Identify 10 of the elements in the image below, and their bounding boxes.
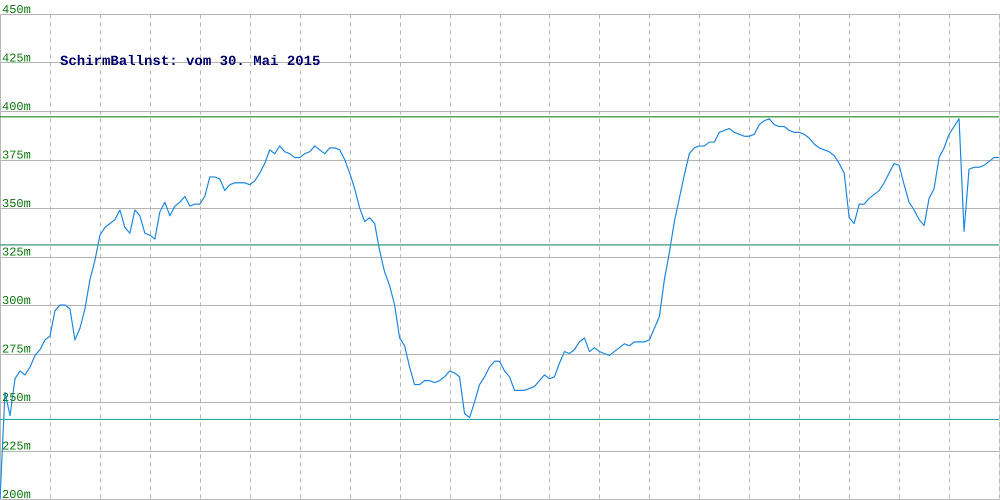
y-tick-label: 300m — [2, 294, 31, 308]
y-tick-label: 400m — [2, 100, 31, 114]
y-tick-label: 375m — [2, 148, 31, 162]
y-tick-label: 275m — [2, 342, 31, 356]
y-tick-label: 425m — [2, 52, 31, 66]
y-tick-label: 450m — [2, 3, 31, 17]
y-tick-label: 200m — [2, 488, 31, 500]
y-tick-label: 350m — [2, 197, 31, 211]
text: SchirmBallnst: vom 30. Mai 2015 — [60, 54, 320, 70]
y-tick-label: 325m — [2, 246, 31, 260]
